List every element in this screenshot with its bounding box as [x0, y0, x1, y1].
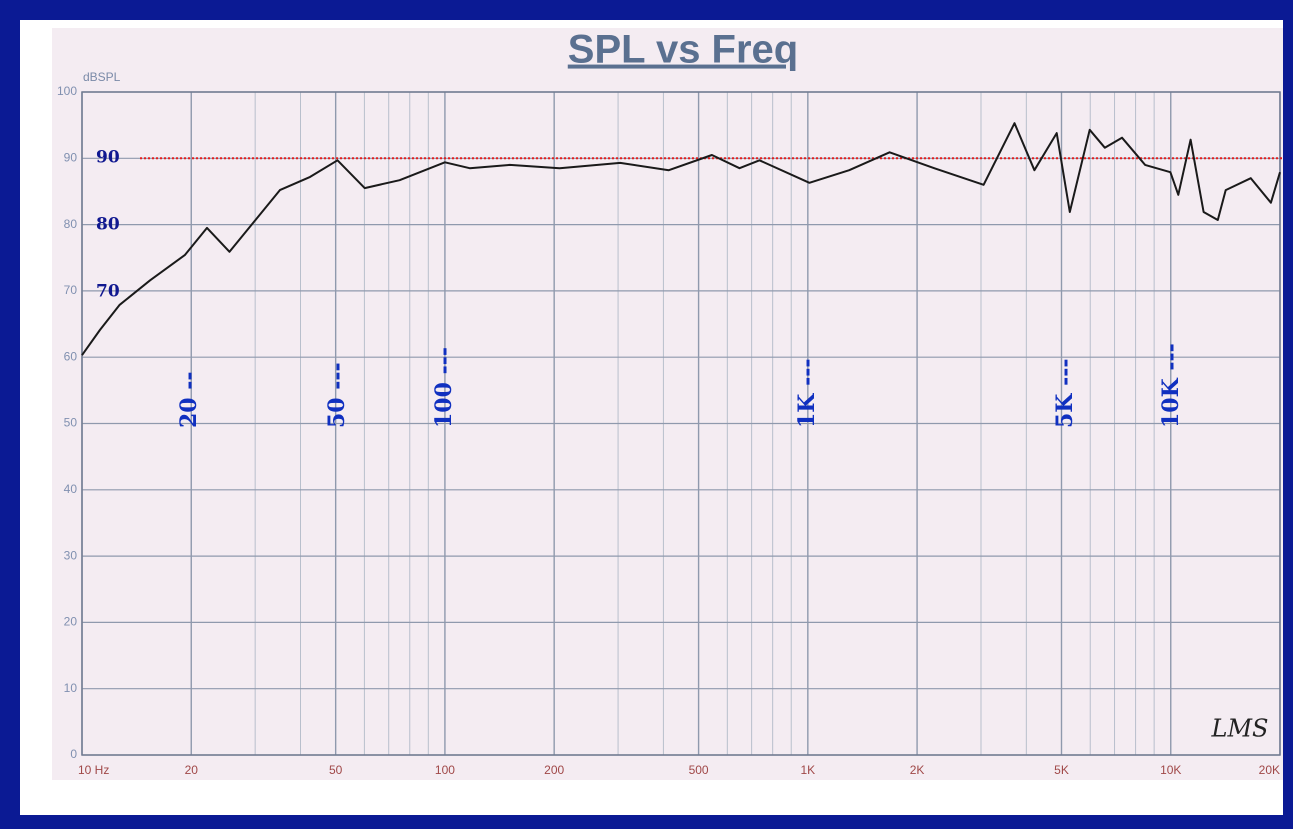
x-tick-label: 10 Hz — [78, 763, 109, 777]
y-tick-label: 30 — [64, 548, 78, 562]
level-note: 80 — [96, 215, 120, 235]
x-tick-label: 50 — [329, 763, 343, 777]
frequency-note: 100 --- — [431, 347, 457, 428]
frequency-note: 50 --- — [324, 362, 350, 428]
x-tick-label: 20 — [185, 763, 199, 777]
y-tick-label: 20 — [64, 615, 78, 629]
level-note: 70 — [96, 282, 120, 302]
y-tick-label: 50 — [64, 416, 78, 430]
y-tick-label: 100 — [57, 84, 77, 98]
frequency-note: 20 -- — [176, 371, 202, 428]
y-axis-label: dBSPL — [83, 70, 121, 84]
chart-title: SPL vs Freq — [568, 28, 798, 72]
frequency-note: 5K --- — [1052, 359, 1078, 428]
frequency-note: 1K --- — [794, 359, 820, 428]
y-tick-label: 80 — [64, 217, 78, 231]
x-tick-label: 200 — [544, 763, 564, 777]
signature: LMS — [1211, 715, 1269, 743]
x-tick-label: 10K — [1160, 763, 1181, 777]
y-tick-label: 40 — [64, 482, 78, 496]
y-tick-label: 60 — [64, 349, 78, 363]
y-tick-label: 70 — [64, 283, 78, 297]
x-tick-label: 2K — [910, 763, 925, 777]
plot-background — [52, 28, 1283, 780]
y-tick-label: 90 — [64, 150, 78, 164]
response-curve — [81, 122, 1281, 356]
plot-border — [81, 91, 1281, 756]
x-tick-label: 500 — [689, 763, 709, 777]
y-tick-label: 0 — [70, 747, 77, 761]
level-note: 90 — [96, 148, 120, 168]
x-tick-label: 20K — [1259, 763, 1280, 777]
x-tick-label: 5K — [1054, 763, 1069, 777]
x-tick-label: 1K — [800, 763, 815, 777]
y-tick-label: 10 — [64, 681, 78, 695]
frequency-note: 10K --- — [1158, 343, 1184, 428]
x-tick-label: 100 — [435, 763, 455, 777]
